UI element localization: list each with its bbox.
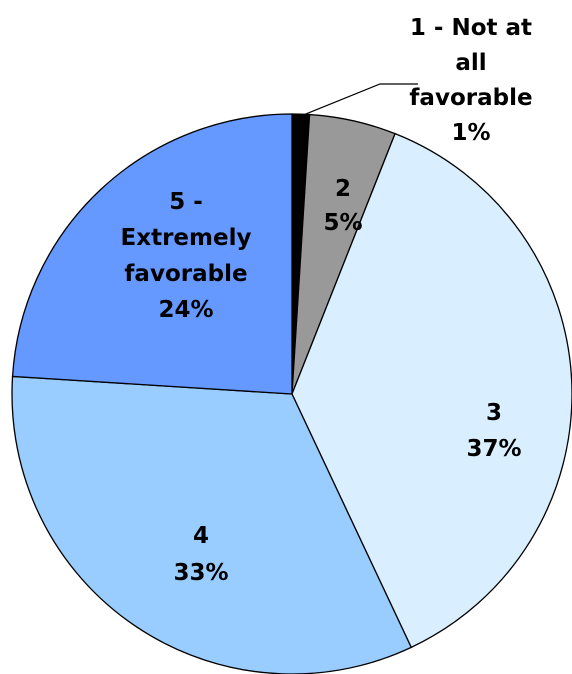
pie-slice-4 xyxy=(11,375,413,674)
category-label: favorable xyxy=(124,261,247,287)
category-label: all xyxy=(455,50,486,76)
data-label-slice-1: 1 - Not at all favorable 1% xyxy=(409,15,532,146)
percent-label: 33% xyxy=(173,560,228,586)
category-label: favorable xyxy=(409,85,532,111)
pie-slice-5 xyxy=(11,113,293,395)
category-label: 4 xyxy=(193,523,209,549)
percent-label: 5% xyxy=(323,210,362,236)
data-label-slice-4: 4 33% xyxy=(173,523,228,586)
category-label: 2 xyxy=(335,176,351,202)
category-label: 3 xyxy=(486,400,502,426)
percent-label: 37% xyxy=(466,436,521,462)
leader-line-slice-1 xyxy=(300,83,418,117)
data-label-slice-5: 5 - Extremely favorable 24% xyxy=(121,189,252,323)
data-label-slice-3: 3 37% xyxy=(466,400,521,462)
category-label: 1 - Not at xyxy=(410,15,532,41)
percent-label: 24% xyxy=(158,297,213,323)
category-label: 5 - xyxy=(169,189,203,215)
pie-labels: 1 - Not at all favorable 1%2 5%3 37%4 33%5 -Ex… xyxy=(121,15,533,586)
data-label-slice-2: 2 5% xyxy=(323,176,362,236)
category-label: Extremely xyxy=(121,225,252,251)
pie-slices xyxy=(11,113,572,674)
percent-label: 1% xyxy=(451,120,490,146)
